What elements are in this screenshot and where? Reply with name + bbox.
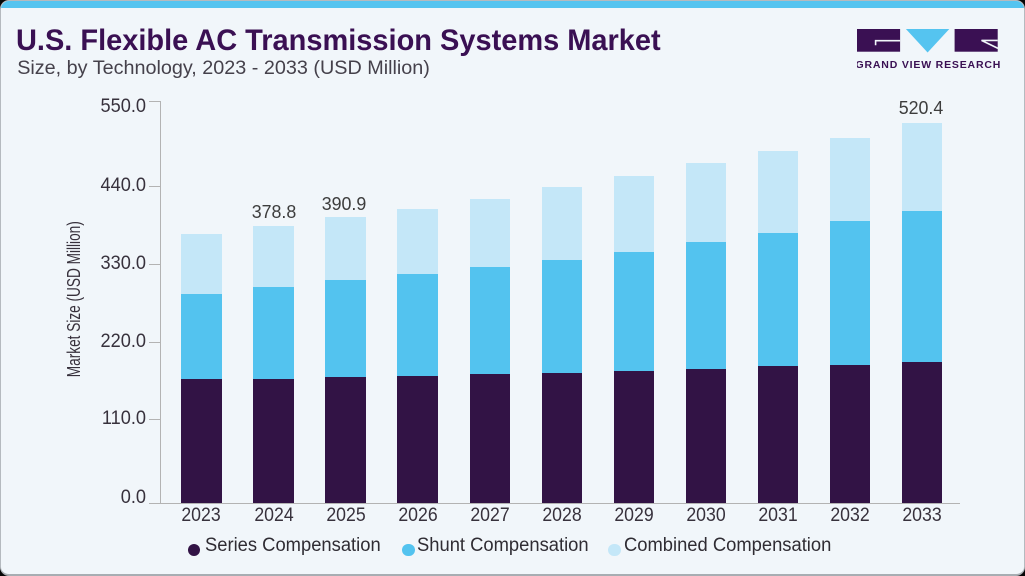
svg-text:GRAND VIEW RESEARCH: GRAND VIEW RESEARCH	[857, 59, 1001, 71]
